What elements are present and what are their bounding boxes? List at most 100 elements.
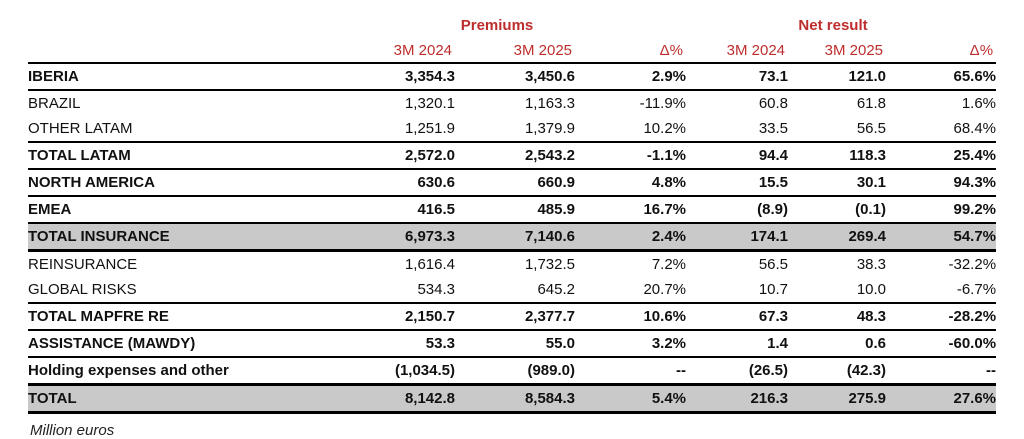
row-label: ASSISTANCE (MAWDY) xyxy=(28,330,358,358)
row-label: IBERIA xyxy=(28,63,358,91)
value-cell: -1.1% xyxy=(575,142,687,170)
value-cell: 645.2 xyxy=(455,277,575,304)
table-row: Holding expenses and other (1,034.5) (989.… xyxy=(28,357,997,386)
column-header-netresult-delta: Δ% xyxy=(886,38,997,64)
value-cell: 6,973.3 xyxy=(358,223,455,252)
corner-spacer xyxy=(28,38,358,64)
column-header-premiums-3m2024: 3M 2024 xyxy=(358,38,455,64)
row-label: Holding expenses and other xyxy=(28,357,358,386)
value-cell: 56.5 xyxy=(788,116,887,143)
table-row: OTHER LATAM 1,251.9 1,379.9 10.2% 33.5 56.5 68… xyxy=(28,116,997,143)
table-row: BRAZIL 1,320.1 1,163.3 -11.9% 60.8 61.8 1.6% xyxy=(28,90,996,116)
footnote-million-euros: Million euros xyxy=(30,422,115,439)
table-row: EMEA 416.5 485.9 16.7% (8.9) (0.1) 99.2% xyxy=(28,196,997,224)
table-row: GLOBAL RISKS 534.3 645.2 20.7% 10.7 10.0 -6.7% xyxy=(28,277,997,304)
value-cell: 55.0 xyxy=(455,330,575,358)
value-cell: -6.7% xyxy=(886,277,997,304)
value-cell: 65.6% xyxy=(886,63,997,91)
value-cell: 121.0 xyxy=(788,63,887,91)
value-cell: 3.2% xyxy=(575,330,687,358)
row-label: TOTAL LATAM xyxy=(28,142,358,170)
row-label: TOTAL MAPFRE RE xyxy=(28,303,358,331)
column-header-premiums-3m2025: 3M 2025 xyxy=(455,38,575,64)
value-cell: 2.4% xyxy=(575,223,687,252)
value-cell: 94.3% xyxy=(886,169,997,197)
value-cell: 5.4% xyxy=(575,384,687,414)
value-cell: 1.4 xyxy=(686,330,789,358)
value-cell: 99.2% xyxy=(886,196,997,224)
row-label: BRAZIL xyxy=(28,95,81,112)
value-cell: 38.3 xyxy=(856,256,887,273)
table-row: ASSISTANCE (MAWDY) 53.3 55.0 3.2% 1.4 0.6 -60.… xyxy=(28,330,997,358)
value-cell: 0.6 xyxy=(788,330,887,358)
value-cell: 7.2% xyxy=(651,256,687,273)
value-cell: 118.3 xyxy=(788,142,887,170)
value-cell: 485.9 xyxy=(455,196,575,224)
row-label: TOTAL INSURANCE xyxy=(28,223,358,252)
value-cell: 269.4 xyxy=(788,223,887,252)
value-cell: -32.2% xyxy=(948,256,997,273)
value-cell: 48.3 xyxy=(788,303,887,331)
value-cell: 94.4 xyxy=(686,142,789,170)
value-cell: 68.4% xyxy=(886,116,997,143)
value-cell: -28.2% xyxy=(886,303,997,331)
value-cell: 1,732.5 xyxy=(524,256,575,273)
value-cell: (0.1) xyxy=(788,196,887,224)
value-cell: 2,543.2 xyxy=(455,142,575,170)
value-cell: 3,450.6 xyxy=(455,63,575,91)
value-cell: 10.7 xyxy=(686,277,789,304)
table-row: NORTH AMERICA 630.6 660.9 4.8% 15.5 30.1 94.3% xyxy=(28,169,997,197)
value-cell: 8,584.3 xyxy=(455,384,575,414)
value-cell: 67.3 xyxy=(686,303,789,331)
value-cell: 2,377.7 xyxy=(455,303,575,331)
value-cell: 54.7% xyxy=(886,223,997,252)
value-cell: -- xyxy=(886,357,997,386)
table-row: TOTAL LATAM 2,572.0 2,543.2 -1.1% 94.4 118.3 2… xyxy=(28,142,997,170)
value-cell: 416.5 xyxy=(358,196,455,224)
value-cell: 275.9 xyxy=(788,384,887,414)
value-cell: (989.0) xyxy=(455,357,575,386)
value-cell: (8.9) xyxy=(686,196,789,224)
value-cell: 33.5 xyxy=(686,116,789,143)
column-header-premiums-delta: Δ% xyxy=(575,38,687,64)
row-label: NORTH AMERICA xyxy=(28,169,358,197)
value-cell: (1,034.5) xyxy=(358,357,455,386)
group-header-net-result: Net result xyxy=(798,16,868,34)
group-header-row: Premiums Net result xyxy=(28,12,996,38)
value-cell: 15.5 xyxy=(686,169,789,197)
value-cell: 2,150.7 xyxy=(358,303,455,331)
value-cell: -60.0% xyxy=(886,330,997,358)
value-cell: 216.3 xyxy=(686,384,789,414)
value-cell: 2,572.0 xyxy=(358,142,455,170)
row-label: OTHER LATAM xyxy=(28,116,358,143)
table-row: IBERIA 3,354.3 3,450.6 2.9% 73.1 121.0 65.6% xyxy=(28,63,997,91)
column-header-netresult-3m2024: 3M 2024 xyxy=(686,38,789,64)
row-label: TOTAL xyxy=(28,384,358,414)
value-cell: 1,163.3 xyxy=(524,95,575,112)
value-cell: 174.1 xyxy=(686,223,789,252)
value-cell: 56.5 xyxy=(758,256,789,273)
value-cell: 2.9% xyxy=(575,63,687,91)
value-cell: 53.3 xyxy=(358,330,455,358)
value-cell: -11.9% xyxy=(639,95,687,112)
table-row: TOTAL 8,142.8 8,584.3 5.4% 216.3 275.9 27.6% xyxy=(28,384,997,414)
value-cell: 534.3 xyxy=(358,277,455,304)
value-cell: 60.8 xyxy=(758,95,789,112)
value-cell: -- xyxy=(575,357,687,386)
table-row: TOTAL MAPFRE RE 2,150.7 2,377.7 10.6% 67.3 48… xyxy=(28,303,997,331)
value-cell: 30.1 xyxy=(788,169,887,197)
column-header-row: 3M 2024 3M 2025 Δ% 3M 2024 3M 2025 Δ% xyxy=(28,38,997,64)
table-row: REINSURANCE 1,616.4 1,732.5 7.2% 56.5 38.3 -32… xyxy=(28,251,996,278)
value-cell: 1,379.9 xyxy=(455,116,575,143)
value-cell: 7,140.6 xyxy=(455,223,575,252)
value-cell: 61.8 xyxy=(856,95,887,112)
value-cell: 25.4% xyxy=(886,142,997,170)
value-cell: 3,354.3 xyxy=(358,63,455,91)
value-cell: 1,616.4 xyxy=(404,256,455,273)
value-cell: 10.2% xyxy=(575,116,687,143)
table-body: IBERIA 3,354.3 3,450.6 2.9% 73.1 121.0 65.6% BR… xyxy=(28,63,997,414)
group-header-premiums: Premiums xyxy=(460,16,534,34)
value-cell: 1.6% xyxy=(961,95,997,112)
value-cell: 630.6 xyxy=(358,169,455,197)
